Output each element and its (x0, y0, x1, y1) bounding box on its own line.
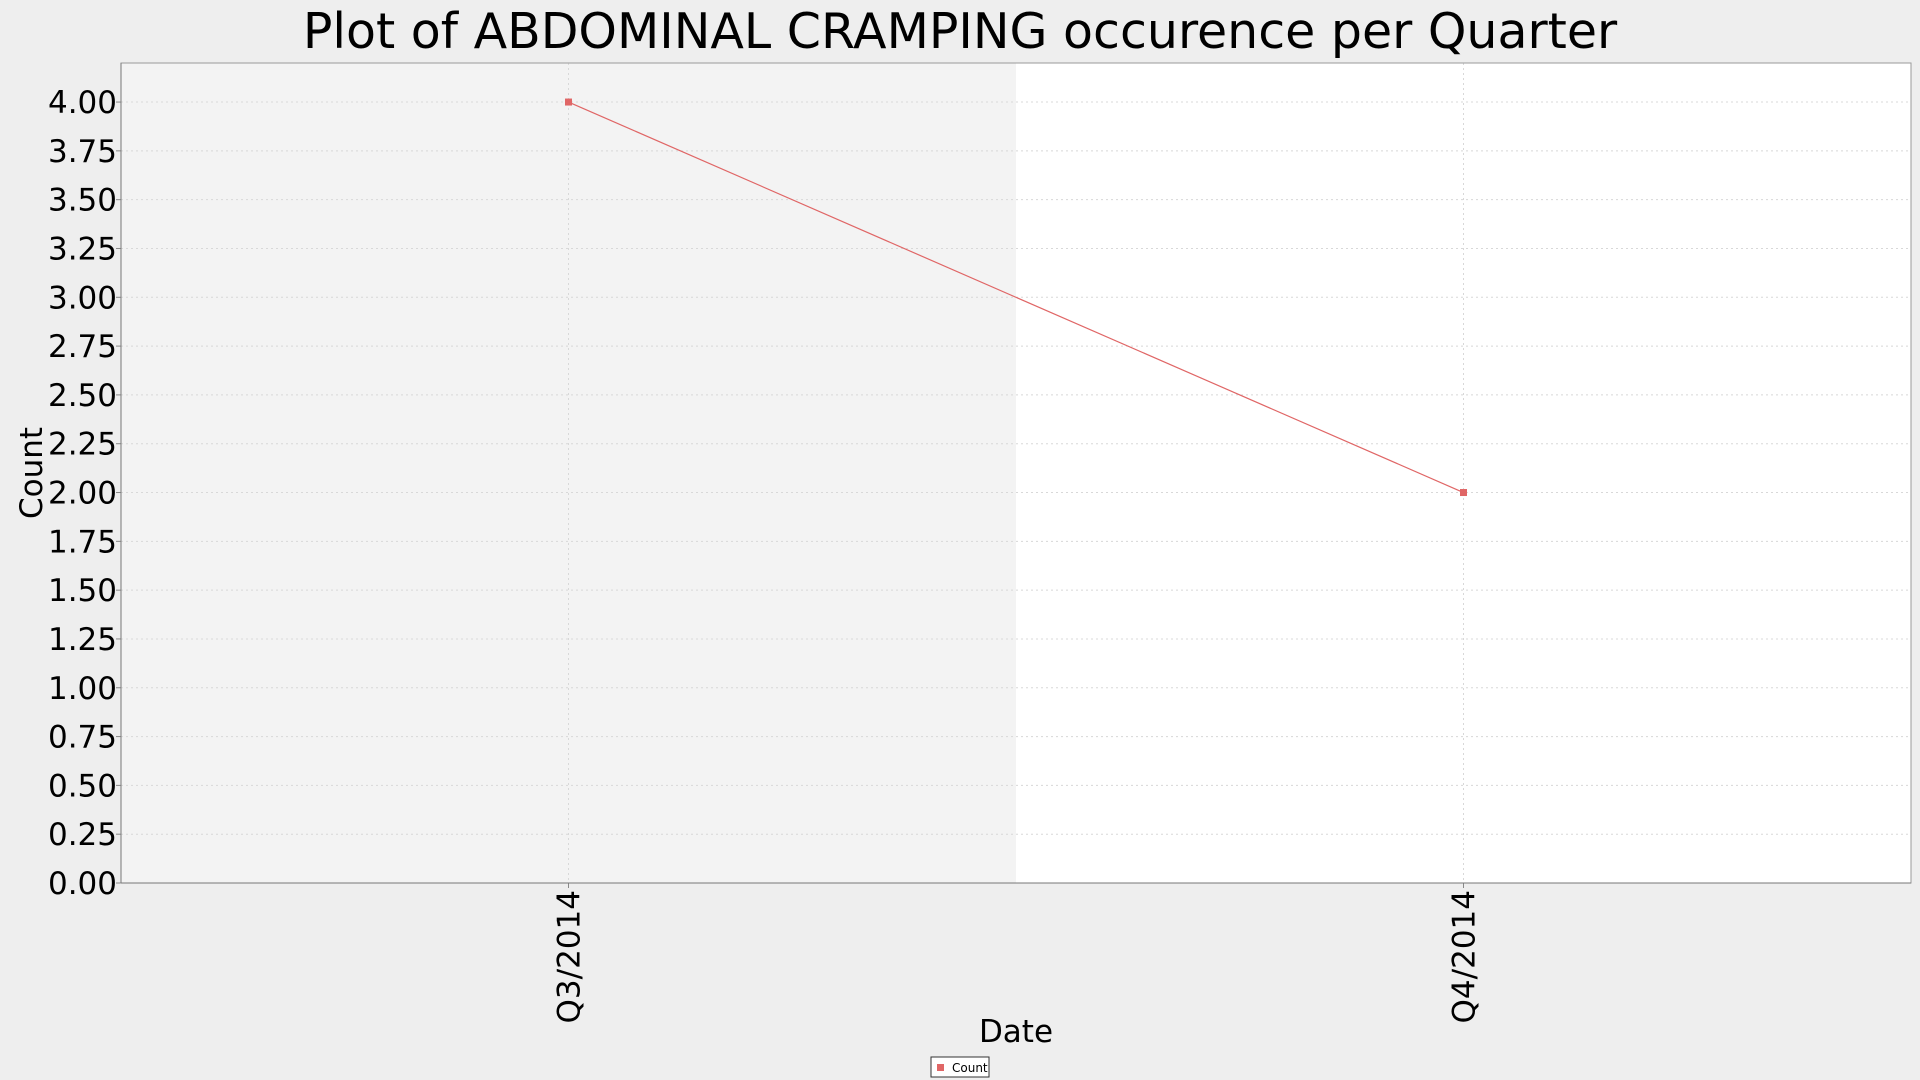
legend: Count (930, 1056, 990, 1078)
y-tick-label: 2.50 (48, 378, 117, 414)
y-tick-label: 1.50 (48, 573, 117, 609)
legend-label: Count (952, 1061, 988, 1075)
y-tick-label: 1.25 (48, 622, 117, 658)
plot-background (121, 63, 1911, 883)
y-tick-label: 1.00 (48, 671, 117, 707)
chart-title: Plot of ABDOMINAL CRAMPING occurence per… (303, 3, 1618, 60)
legend-marker (937, 1064, 944, 1071)
axes (120, 62, 1912, 884)
y-tick-label: 2.25 (48, 427, 117, 463)
y-axis-label: Count (14, 427, 50, 519)
series-layer (565, 98, 1467, 497)
y-tick-label: 0.75 (48, 720, 117, 756)
x-axis-label: Date (979, 1014, 1053, 1050)
grid-lines (121, 63, 1911, 884)
y-tick-label: 0.00 (48, 866, 117, 902)
x-axis-ticks: Q3/2014 Q4/2014 (552, 883, 1483, 1023)
y-tick-label: 2.00 (48, 476, 117, 512)
y-tick-label: 0.50 (48, 768, 117, 804)
y-tick-label: 3.25 (48, 231, 117, 267)
series-line (568, 101, 1464, 494)
y-tick-label: 3.75 (48, 134, 117, 170)
y-tick-label: 4.00 (48, 85, 117, 121)
y-tick-label: 3.00 (48, 280, 117, 316)
y-axis-ticks: 0.00 0.25 0.50 0.75 1.00 1.25 1.50 1.75 2.00 2.25… (48, 85, 121, 902)
legend-box (930, 1056, 990, 1078)
x-tick-label: Q4/2014 (1447, 890, 1483, 1023)
x-tick-label: Q3/2014 (552, 890, 588, 1023)
y-tick-label: 3.50 (48, 183, 117, 219)
y-tick-label: 1.75 (48, 524, 117, 560)
y-tick-label: 0.25 (48, 817, 117, 853)
data-point (565, 98, 572, 106)
data-point (1460, 489, 1467, 497)
y-tick-label: 2.75 (48, 329, 117, 365)
